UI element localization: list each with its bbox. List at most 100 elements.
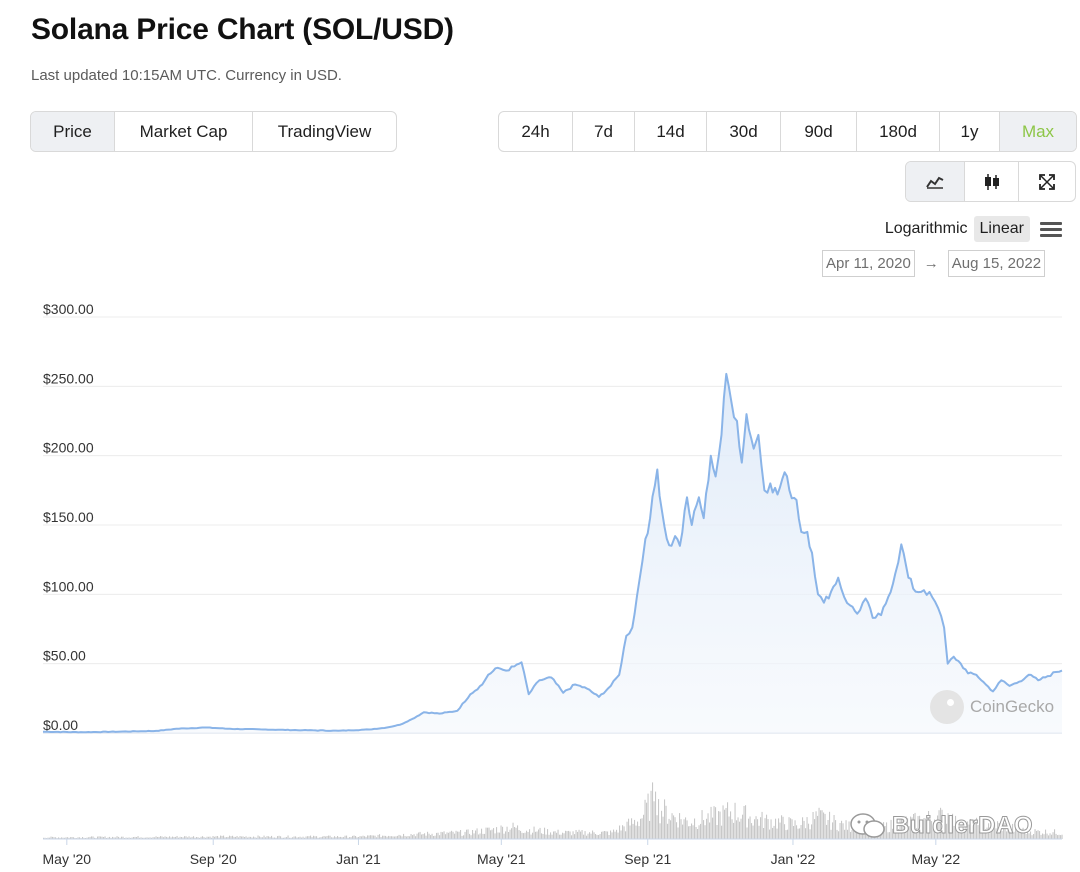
- y-tick-label: $150.00: [43, 509, 94, 525]
- arrow-right-icon: →: [923, 255, 939, 272]
- volume-bar: [493, 828, 495, 839]
- volume-bar: [1016, 826, 1018, 839]
- fullscreen-button[interactable]: [1019, 162, 1075, 201]
- tab-price[interactable]: Price: [31, 112, 115, 151]
- volume-bar: [979, 831, 981, 839]
- volume-bar: [895, 830, 897, 839]
- logarithmic-scale-button[interactable]: Logarithmic: [884, 220, 968, 237]
- volume-bar: [935, 828, 937, 839]
- volume-bar: [824, 813, 826, 839]
- volume-bar: [1006, 831, 1008, 839]
- volume-bar: [115, 837, 117, 839]
- range-24h-button[interactable]: 24h: [499, 112, 573, 151]
- volume-bar: [647, 793, 649, 839]
- volume-bar: [995, 828, 997, 839]
- volume-bar: [421, 834, 423, 839]
- candlestick-button[interactable]: [965, 162, 1019, 201]
- tab-tradingview[interactable]: TradingView: [277, 121, 372, 141]
- range-max-button[interactable]: Max: [1000, 112, 1076, 151]
- date-to-input[interactable]: Aug 15, 2022: [947, 250, 1046, 277]
- volume-bar: [691, 823, 693, 839]
- volume-bar: [319, 837, 321, 839]
- volume-bar: [206, 836, 208, 839]
- range-1y-button[interactable]: 1y: [940, 112, 1000, 151]
- volume-bar: [353, 835, 355, 839]
- range-30d-button[interactable]: 30d: [707, 112, 781, 151]
- volume-bar: [55, 837, 57, 839]
- volume-bar: [415, 836, 417, 839]
- volume-bar: [265, 837, 267, 839]
- volume-bar: [823, 812, 825, 839]
- volume-bar: [157, 837, 159, 839]
- volume-bar: [286, 837, 288, 839]
- volume-bar: [317, 837, 319, 839]
- volume-bar: [853, 831, 855, 839]
- range-14d-button[interactable]: 14d: [635, 112, 707, 151]
- volume-bar: [814, 819, 816, 839]
- y-tick-label: $300.00: [43, 301, 94, 317]
- volume-bar: [305, 836, 307, 839]
- date-from-input[interactable]: Apr 11, 2020: [822, 250, 915, 277]
- range-7d-button[interactable]: 7d: [573, 112, 635, 151]
- volume-bar: [487, 827, 489, 839]
- volume-bar: [1015, 824, 1017, 839]
- range-180d-button[interactable]: 180d: [857, 112, 940, 151]
- volume-bar: [410, 834, 412, 839]
- volume-bar: [700, 823, 702, 839]
- volume-bar: [119, 837, 121, 839]
- volume-bar: [148, 837, 150, 839]
- page-title: Solana Price Chart (SOL/USD): [31, 13, 454, 46]
- volume-bar: [1028, 833, 1030, 839]
- volume-bar: [854, 826, 856, 839]
- volume-bar: [172, 836, 174, 839]
- time-range-tab-group: 24h 7d 14d 30d 90d 180d 1y Max: [498, 111, 1077, 152]
- volume-bar: [68, 837, 70, 839]
- volume-bar: [898, 829, 900, 839]
- volume-bar: [397, 835, 399, 839]
- hamburger-menu-icon[interactable]: [1040, 219, 1062, 240]
- volume-bar: [482, 833, 484, 839]
- volume-bar: [388, 835, 390, 839]
- volume-bar: [506, 826, 508, 839]
- volume-bar: [190, 837, 192, 839]
- volume-bar: [328, 835, 330, 839]
- volume-bar: [86, 837, 88, 839]
- volume-bar: [908, 826, 910, 839]
- volume-bar: [841, 820, 843, 839]
- volume-bar: [427, 831, 429, 839]
- volume-bar: [637, 821, 639, 839]
- volume-bar: [1043, 834, 1045, 839]
- volume-bar: [1045, 829, 1047, 839]
- volume-bar: [695, 827, 697, 839]
- volume-bar: [229, 835, 231, 839]
- volume-bar: [584, 831, 586, 839]
- range-90d-button[interactable]: 90d: [781, 112, 857, 151]
- tab-market-cap[interactable]: Market Cap: [115, 112, 253, 151]
- volume-bar: [382, 835, 384, 839]
- volume-bar: [745, 805, 747, 839]
- volume-bar: [422, 834, 424, 839]
- volume-bar: [335, 837, 337, 839]
- volume-bar: [64, 837, 66, 839]
- volume-bar: [223, 835, 225, 839]
- line-chart-button[interactable]: [906, 162, 965, 201]
- x-tick-label: Jan '22: [771, 851, 816, 867]
- volume-bar: [170, 837, 172, 839]
- volume-bar: [884, 826, 886, 839]
- volume-bar: [896, 831, 898, 839]
- volume-bar: [719, 811, 721, 839]
- volume-bar: [1051, 834, 1053, 839]
- volume-bar: [329, 835, 331, 839]
- volume-bar: [521, 832, 523, 839]
- volume-bar: [538, 829, 540, 839]
- volume-bar: [614, 831, 616, 839]
- volume-bar: [383, 835, 385, 839]
- volume-bar: [290, 837, 292, 839]
- linear-scale-button[interactable]: Linear: [973, 216, 1030, 242]
- volume-bar: [905, 816, 907, 839]
- volume-bar: [739, 821, 741, 839]
- volume-bar: [985, 829, 987, 839]
- volume-bar: [121, 836, 123, 839]
- volume-bar: [241, 836, 243, 839]
